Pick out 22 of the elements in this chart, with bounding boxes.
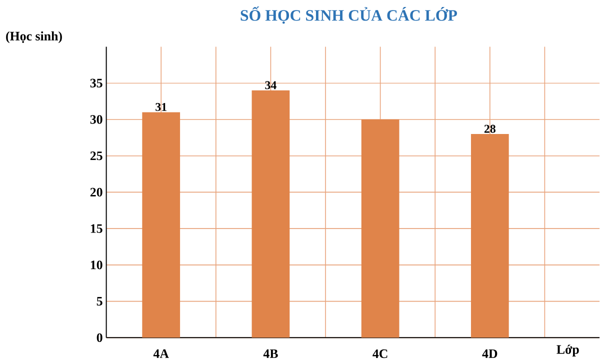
y-tick-label: 5 [96, 297, 102, 306]
y-tick-label: 15 [90, 224, 102, 234]
x-tick-label: 4A [153, 350, 169, 358]
y-tick-label: 20 [90, 188, 102, 197]
y-tick-label: 0 [96, 333, 102, 342]
bar [470, 134, 509, 338]
bar [252, 90, 290, 338]
y-tick-label: 30 [90, 115, 102, 124]
bar [361, 120, 400, 338]
data-label: 28 [484, 124, 496, 133]
y-tick-label: 25 [90, 152, 102, 160]
bar [142, 112, 180, 338]
data-label: 34 [265, 81, 276, 90]
data-label: 31 [156, 103, 166, 112]
y-axis-title: (Học sinh) [6, 32, 62, 44]
chart-title: SỐ HỌC SINH CỦA CÁC LỚP [240, 6, 458, 24]
x-tick-label: 4C [372, 350, 388, 358]
y-tick-label: 35 [90, 78, 102, 88]
x-tick-label: 4D [482, 350, 498, 358]
y-tick-label: 10 [90, 260, 102, 270]
x-tick-label: 4B [263, 350, 278, 358]
x-axis-title: Lớp [556, 344, 579, 357]
